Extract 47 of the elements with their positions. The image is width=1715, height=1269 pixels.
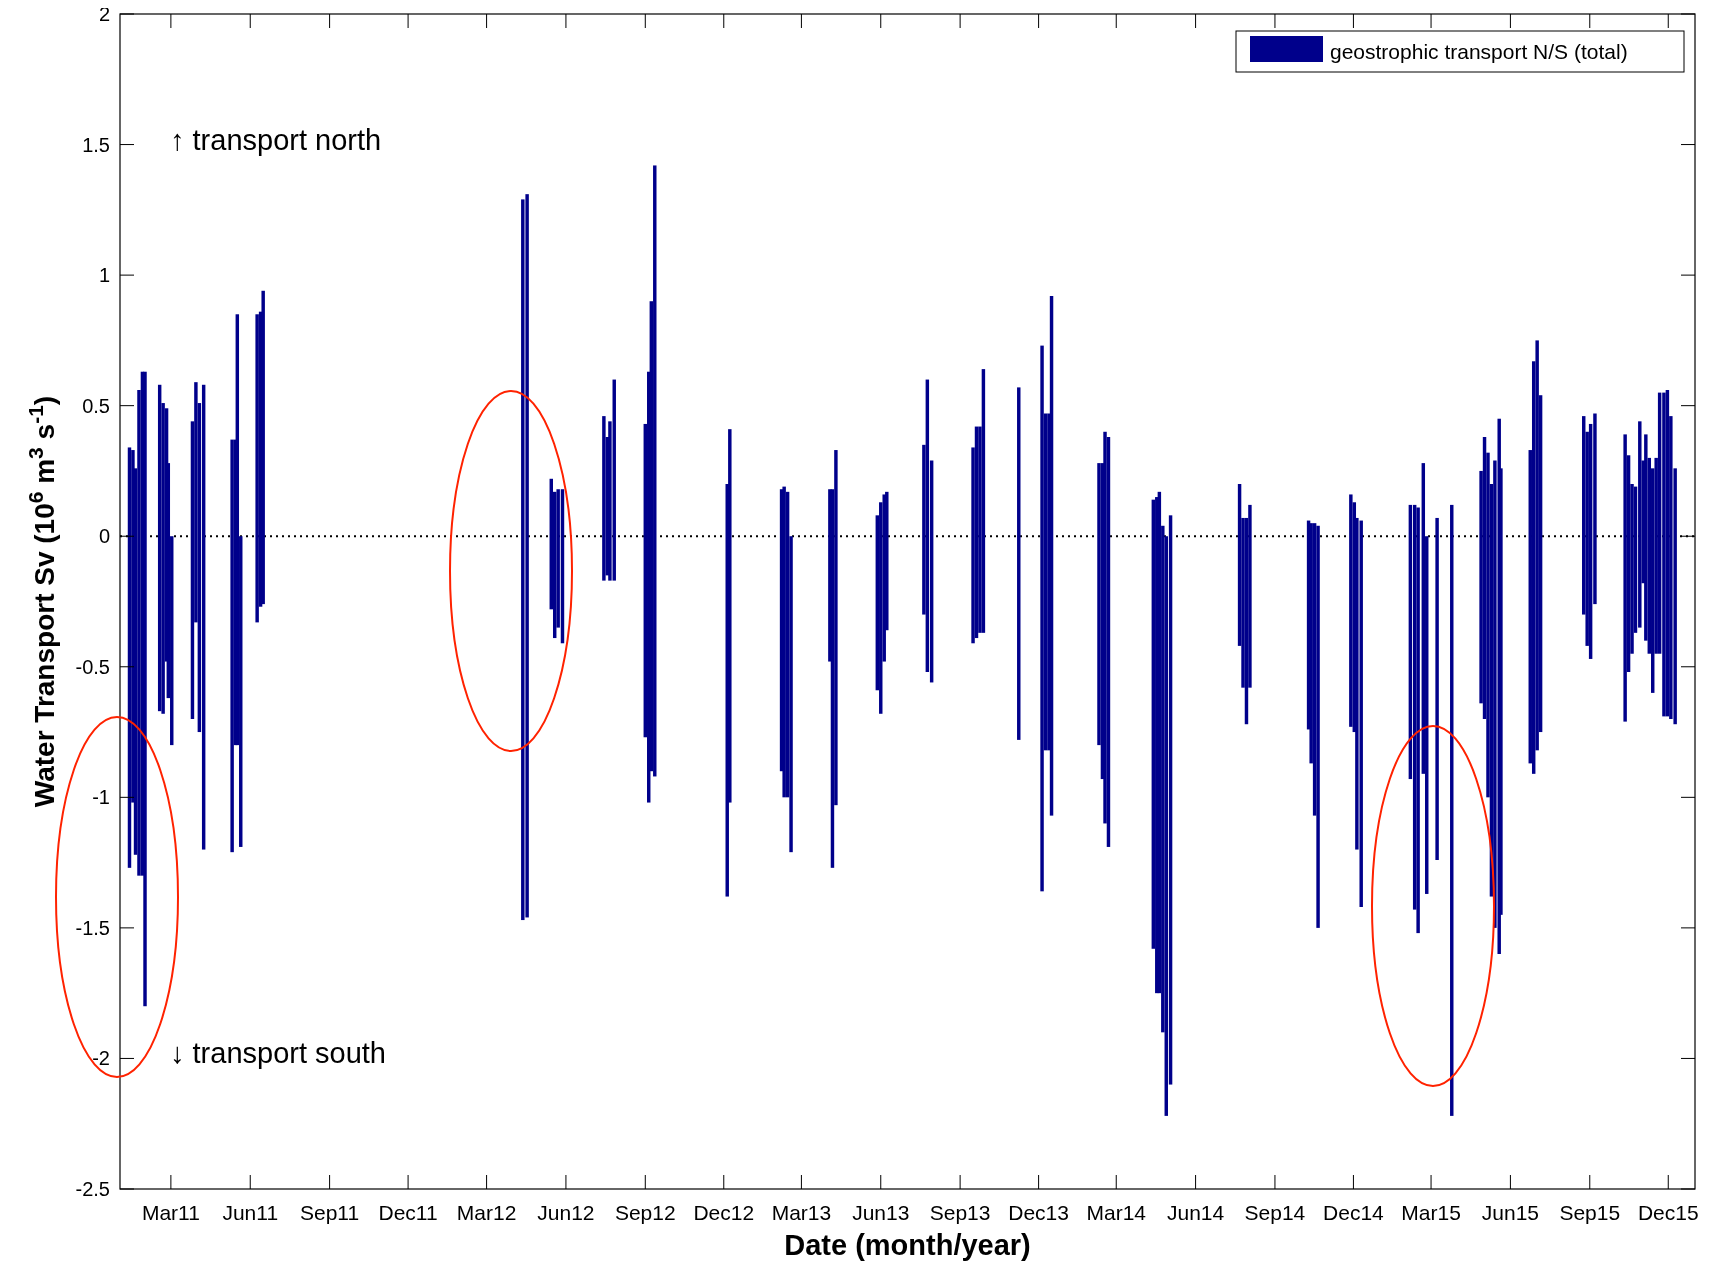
y-tick-label: 0 xyxy=(98,525,110,548)
y-tick-label: -1.5 xyxy=(75,916,110,939)
x-tick-label: Jun11 xyxy=(222,1201,279,1224)
x-tick-label: Sep15 xyxy=(1559,1201,1621,1224)
y-tick-label: -2 xyxy=(92,1047,110,1070)
x-tick-label: Mar11 xyxy=(141,1201,200,1224)
y-tick-label: 1.5 xyxy=(82,133,110,156)
x-tick-label: Sep14 xyxy=(1244,1201,1306,1224)
bar xyxy=(143,371,147,1007)
x-tick-label: Dec12 xyxy=(693,1201,755,1224)
x-tick-label: Dec15 xyxy=(1637,1201,1699,1224)
x-tick-label: Sep11 xyxy=(300,1201,360,1224)
bar xyxy=(1623,434,1627,722)
bar xyxy=(230,439,234,853)
y-tick-label: -1 xyxy=(92,786,110,809)
y-tick-label: -2.5 xyxy=(75,1178,110,1200)
x-tick-label: Jun14 xyxy=(1166,1201,1225,1224)
bar xyxy=(1359,520,1363,907)
bar xyxy=(1416,507,1420,934)
bar xyxy=(525,194,529,918)
x-tick-label: Sep13 xyxy=(929,1201,991,1224)
x-tick-label: Dec13 xyxy=(1008,1201,1069,1224)
x-tick-label: Mar14 xyxy=(1086,1201,1147,1224)
bar xyxy=(1662,392,1666,717)
annotation: ↓ transport south xyxy=(170,1037,386,1069)
legend-label: geostrophic transport N/S (total) xyxy=(1330,40,1628,63)
x-tick-label: Jun13 xyxy=(852,1201,910,1224)
y-tick-label: -0.5 xyxy=(75,655,110,678)
x-tick-label: Jun12 xyxy=(537,1201,595,1224)
x-tick-label: Sep12 xyxy=(614,1201,676,1224)
bar xyxy=(1040,345,1044,892)
bar xyxy=(1316,525,1320,928)
x-tick-label: Mar15 xyxy=(1401,1201,1461,1224)
x-tick-label: Jun15 xyxy=(1481,1201,1540,1224)
annotation: ↑ transport north xyxy=(170,124,382,156)
bar xyxy=(1435,517,1439,860)
x-tick-label: Dec14 xyxy=(1323,1201,1385,1224)
bar xyxy=(255,314,259,623)
bar xyxy=(602,416,606,581)
y-tick-label: 1 xyxy=(98,264,110,287)
x-axis-title: Date (month/year) xyxy=(784,1229,1031,1261)
y-tick-label: 0.5 xyxy=(82,394,110,417)
bar xyxy=(653,165,657,777)
x-tick-label: Mar13 xyxy=(771,1201,832,1224)
x-tick-label: Dec11 xyxy=(378,1201,438,1224)
x-tick-label: Mar12 xyxy=(456,1201,517,1224)
bar xyxy=(261,290,265,605)
